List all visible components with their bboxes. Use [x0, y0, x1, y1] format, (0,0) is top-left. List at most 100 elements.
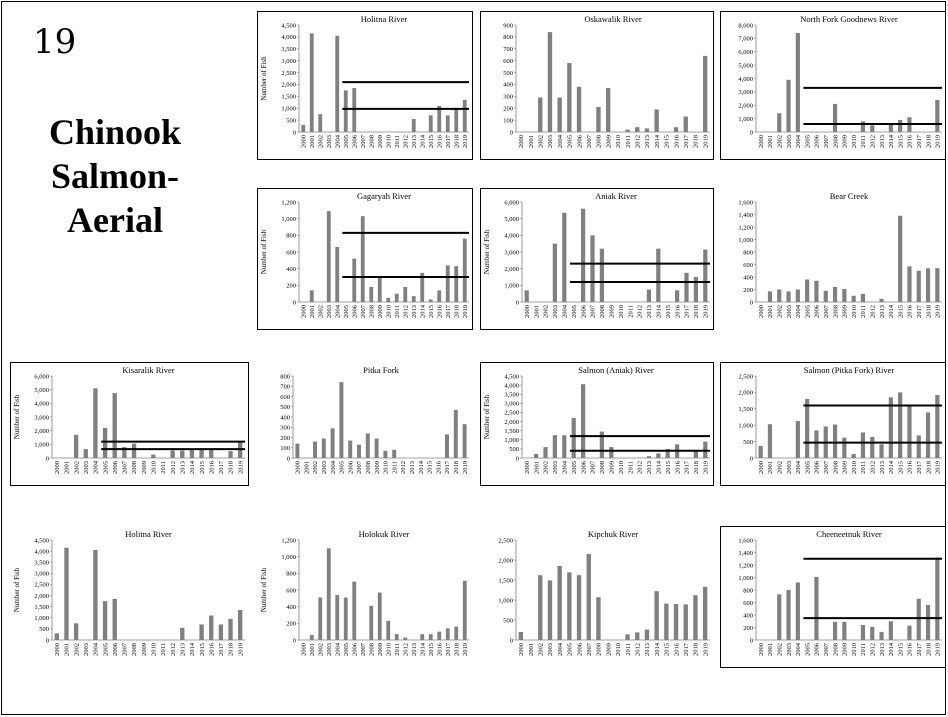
x-tick-label: 2016 [673, 134, 680, 148]
bar-chart: Holitna River Number of Fish 0 500 1,000 1,50… [257, 11, 473, 160]
bar [112, 393, 117, 458]
x-tick-label: 2014 [888, 304, 895, 318]
y-tick-label: 2,000 [504, 266, 519, 273]
y-tick-label: 1,000 [504, 283, 519, 290]
x-tick-label: 2004 [795, 304, 802, 318]
bar [860, 121, 866, 132]
x-tick-label: 2010 [851, 461, 858, 474]
bar [83, 449, 88, 458]
x-tick-label: 2005 [343, 135, 350, 148]
x-tick-label: 2014 [189, 642, 196, 656]
y-tick-label: 2,000 [34, 428, 49, 435]
bar [552, 435, 558, 458]
bar [462, 238, 467, 302]
bar [702, 586, 708, 640]
chart-border [720, 11, 946, 160]
y-tick-label: 500 [743, 439, 753, 446]
x-tick-label: 2009 [609, 461, 616, 474]
bar [580, 208, 586, 302]
x-tick-label: 2017 [683, 642, 690, 656]
bar [702, 55, 708, 132]
x-tick-label: 2008 [596, 643, 603, 656]
y-tick-label: 1,500 [34, 604, 49, 611]
bar [377, 277, 382, 302]
x-tick-label: 2001 [528, 643, 535, 656]
x-tick-label: 2017 [218, 460, 225, 474]
x-tick-label: 2007 [360, 642, 367, 656]
bar [860, 625, 866, 640]
x-tick-label: 2018 [228, 643, 235, 656]
bar [777, 594, 782, 640]
x-tick-label: 2014 [419, 642, 426, 656]
x-tick-label: 2002 [776, 305, 783, 318]
bar [552, 243, 558, 302]
bar [228, 451, 233, 458]
x-tick-label: 2004 [557, 134, 564, 148]
y-tick-label: 4,500 [504, 373, 519, 380]
x-tick-label: 2016 [436, 304, 443, 318]
x-tick-label: 2019 [935, 461, 942, 474]
bar [377, 592, 382, 640]
bar [309, 290, 314, 302]
y-tick-label: 4,500 [281, 22, 296, 29]
bar [360, 216, 365, 302]
x-tick-label: 2004 [93, 460, 100, 474]
x-tick-label: 2008 [368, 135, 375, 148]
y-tick-label: 1,600 [738, 537, 753, 544]
x-tick-label: 2005 [804, 135, 811, 148]
bar [605, 88, 611, 132]
bar [437, 631, 442, 640]
bar [343, 90, 348, 132]
chart-border [10, 362, 249, 486]
bar [403, 637, 408, 640]
bar [93, 388, 98, 458]
bar [318, 597, 323, 640]
y-tick-label: 200 [503, 106, 513, 113]
x-tick-label: 2010 [385, 135, 392, 148]
x-tick-label: 2007 [122, 642, 129, 656]
y-tick-label: 600 [286, 587, 296, 594]
x-tick-label: 2012 [402, 135, 409, 148]
x-tick-label: 2008 [832, 305, 839, 318]
bar [189, 449, 195, 458]
bar [673, 127, 679, 132]
bar [321, 438, 326, 458]
bar [562, 212, 567, 302]
x-tick-label: 2015 [665, 305, 672, 318]
x-tick-label: 2019 [935, 135, 942, 148]
x-tick-label: 2001 [64, 461, 71, 474]
chart-panel: Cheeneetnuk River 0 200 400 600 800 1,000 1,200… [720, 526, 946, 668]
y-tick-label: 6,000 [504, 199, 519, 206]
x-tick-label: 2007 [823, 134, 830, 148]
x-tick-label: 2007 [823, 304, 830, 318]
bar [524, 290, 529, 302]
bar [925, 605, 931, 640]
bar [411, 296, 416, 302]
bar [131, 443, 137, 458]
bar [352, 258, 357, 302]
y-tick-label: 1,000 [738, 237, 753, 244]
x-tick-label: 2005 [804, 643, 811, 656]
bar [832, 424, 838, 458]
y-axis-label: Number of Fish [483, 394, 491, 439]
x-tick-label: 2016 [674, 460, 681, 474]
x-tick-label: 2017 [445, 304, 452, 318]
y-tick-label: 1,000 [738, 575, 753, 582]
x-tick-label: 2019 [935, 643, 942, 656]
y-tick-label: 7,000 [738, 36, 753, 43]
x-tick-label: 2010 [851, 643, 858, 656]
x-tick-label: 2018 [453, 135, 460, 148]
x-tick-label: 2014 [888, 134, 895, 148]
bar [814, 576, 819, 640]
x-tick-label: 2019 [462, 135, 469, 148]
slide-title-line-1: Chinook [48, 112, 182, 152]
y-tick-label: 0 [293, 299, 296, 306]
bar [935, 268, 940, 302]
x-tick-label: 2006 [814, 304, 821, 318]
x-tick-label: 2012 [634, 643, 641, 656]
y-tick-label: 1,400 [738, 550, 753, 557]
y-tick-label: 0 [46, 637, 49, 644]
chart-panel: Kipchuk River 0 500 1,000 1,500 2,000 2,500 200… [480, 526, 714, 668]
slide-title-line-2: Salmon- [50, 156, 180, 196]
